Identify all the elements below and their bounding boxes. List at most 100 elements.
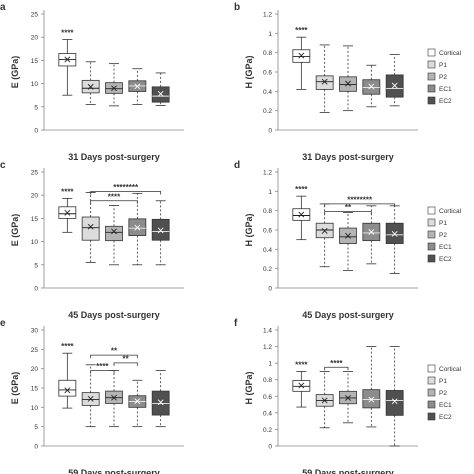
- y-tick-label: 0: [34, 128, 38, 135]
- mean-marker: [391, 230, 398, 237]
- legend-swatch: [427, 376, 436, 385]
- mean-marker: [64, 209, 71, 216]
- significance-bracket: [113, 362, 138, 366]
- y-tick-label: 1.4: [263, 328, 272, 335]
- y-tick-label: 1.2: [263, 12, 272, 19]
- y-tick-label: 0.2: [263, 427, 272, 434]
- y-tick-label: 0.6: [263, 228, 272, 235]
- significance-stars: ****: [61, 187, 74, 196]
- box-p1: [315, 44, 334, 113]
- panel-d: d00.20.40.60.811.2H (GPa)**************4…: [234, 160, 462, 320]
- legend-swatch: [427, 388, 436, 397]
- y-axis-label: H (GPa): [244, 213, 254, 246]
- box-p2: [339, 212, 357, 272]
- mean-marker: [111, 394, 117, 401]
- y-tick-label: 30: [31, 328, 39, 335]
- mean-marker: [157, 90, 164, 97]
- significance-stars: ****: [61, 342, 74, 351]
- panel-title: 31 Days post-surgery: [68, 152, 160, 162]
- mean-marker: [298, 382, 305, 389]
- y-tick-label: 0.4: [263, 410, 272, 417]
- y-tick-label: 0: [268, 286, 272, 293]
- panel-title: 59 Days post-surgery: [302, 468, 394, 474]
- y-tick-label: 0.4: [263, 89, 272, 96]
- y-tick-label: 25: [31, 347, 39, 354]
- panel-title: 45 Days post-surgery: [302, 310, 394, 320]
- y-tick-label: 20: [31, 366, 39, 373]
- significance-bracket: [324, 366, 349, 371]
- mean-marker: [368, 396, 375, 403]
- panel-b: b 0 0.2 0.4 0.6 0.8 1 1.2 H (GPa) **** 31 Days pos…: [234, 2, 462, 162]
- box-p2: [339, 45, 357, 112]
- legend-swatch: [427, 230, 436, 239]
- mean-marker: [298, 52, 305, 59]
- panel-letter: c: [0, 160, 6, 171]
- mean-marker: [298, 211, 305, 218]
- significance-stars: ****: [295, 26, 308, 35]
- y-tick-label: 0.8: [263, 50, 272, 57]
- box-p1: [81, 364, 100, 428]
- box-ec2: [385, 54, 404, 107]
- box-ec2: [151, 200, 170, 266]
- y-tick-label: 0.6: [263, 394, 272, 401]
- legend-label: P1: [439, 378, 447, 385]
- legend-label: EC1: [439, 402, 452, 409]
- y-tick-label: 15: [31, 58, 39, 65]
- y-tick-label: 5: [34, 424, 38, 431]
- mean-marker: [157, 399, 164, 406]
- y-axis-label: E (GPa): [10, 214, 20, 247]
- significance-stars: ****: [295, 360, 308, 369]
- y-tick-label: 0: [34, 286, 38, 293]
- legend-swatch: [427, 206, 436, 215]
- box-ec1: [128, 379, 147, 428]
- box-ec1: [128, 68, 147, 105]
- legend-label: Cortical: [439, 366, 462, 373]
- y-tick-label: 20: [31, 35, 39, 42]
- box-iqr: [385, 390, 404, 416]
- y-axis-label: E (GPa): [10, 372, 20, 405]
- legend-swatch: [427, 60, 436, 69]
- significance-stars: ****: [330, 359, 343, 368]
- y-tick-label: 1: [268, 361, 272, 368]
- box-ec2: [151, 370, 170, 428]
- mean-marker: [134, 398, 141, 405]
- box-p1: [315, 371, 334, 429]
- legend-label: P2: [439, 390, 447, 397]
- box-cortical: [292, 195, 311, 241]
- y-tick-label: 1: [268, 31, 272, 38]
- mean-marker: [391, 398, 398, 405]
- y-tick-label: 10: [31, 81, 39, 88]
- box-ec2: [385, 205, 404, 274]
- significance-bracket: [324, 211, 372, 215]
- mean-marker: [111, 85, 117, 92]
- mean-marker: [64, 387, 71, 394]
- y-tick-label: 0: [268, 444, 272, 451]
- significance-stars: ****: [295, 185, 308, 194]
- y-tick-label: 10: [31, 405, 39, 412]
- y-tick-label: 0.2: [263, 266, 272, 273]
- box-ec2: [151, 72, 170, 106]
- y-tick-label: 15: [31, 386, 39, 393]
- legend-swatch: [427, 48, 436, 57]
- mean-marker: [391, 82, 398, 89]
- legend-swatch: [427, 96, 436, 105]
- legend-swatch: [427, 254, 436, 263]
- significance-stars: ********: [347, 195, 373, 204]
- significance-bracket: [324, 203, 396, 207]
- box-ec1: [362, 346, 381, 428]
- box-ec1: [128, 192, 147, 266]
- mean-marker: [111, 228, 117, 235]
- mean-marker: [345, 395, 351, 401]
- y-tick-label: 0.8: [263, 208, 272, 215]
- mean-marker: [345, 80, 351, 87]
- panel-letter: d: [234, 160, 240, 171]
- box-cortical: [58, 352, 77, 409]
- box-cortical: [292, 36, 311, 90]
- y-axis-label: H (GPa): [244, 55, 254, 88]
- mean-marker: [368, 83, 375, 90]
- box-cortical: [58, 39, 77, 96]
- box-iqr: [362, 389, 381, 409]
- box-p1: [81, 192, 100, 263]
- box-p2: [105, 63, 123, 107]
